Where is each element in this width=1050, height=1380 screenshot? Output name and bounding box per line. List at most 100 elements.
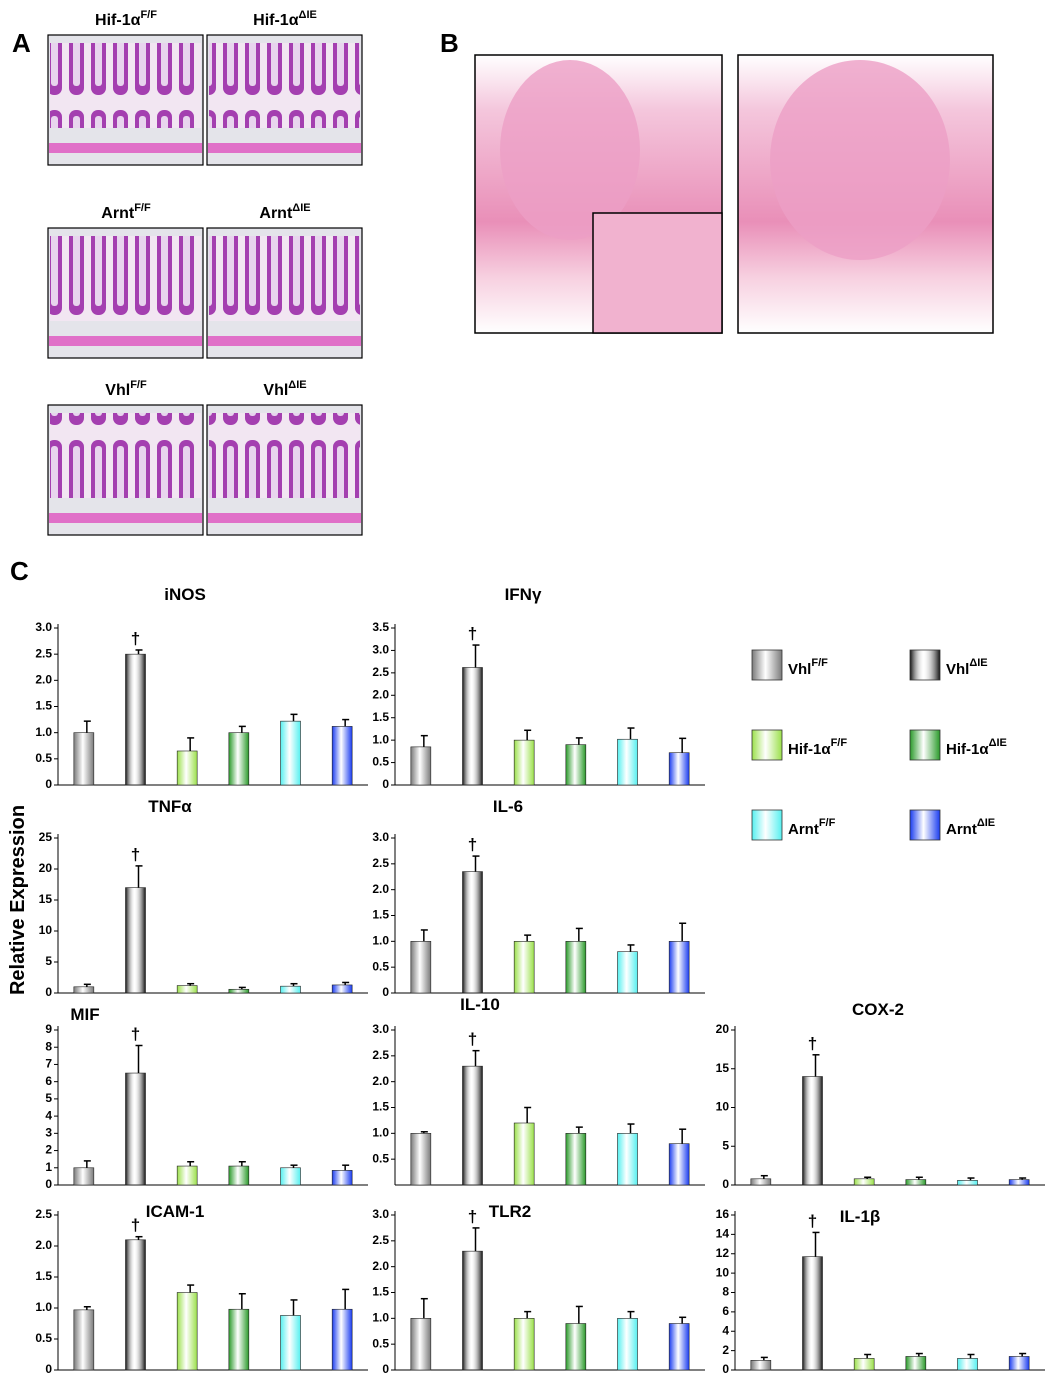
legend-label: VhlF/F (788, 657, 828, 678)
y-tick-label: 1.5 (372, 710, 389, 724)
bar (73, 1309, 95, 1371)
bar (176, 750, 198, 786)
bar (228, 1308, 250, 1371)
y-tick-label: 1.5 (35, 1269, 52, 1283)
chart-title: TNFα (148, 797, 192, 816)
y-tick-label: 9 (45, 1022, 52, 1036)
histology-title-sup: ΔIE (292, 202, 310, 214)
bar (617, 951, 638, 994)
bar (565, 1133, 587, 1186)
y-tick-label: 0 (722, 1177, 729, 1191)
legend-swatch (909, 729, 941, 761)
y-tick-label: 6 (722, 1304, 729, 1318)
bar (668, 1143, 690, 1186)
chart-title: IL-1β (840, 1207, 881, 1226)
y-tick-label: 4 (45, 1108, 52, 1122)
histology-title-sup: ΔIE (288, 379, 306, 391)
legend-label-sup: ΔIE (977, 817, 995, 829)
bar (176, 985, 198, 994)
panel-label: A (12, 28, 31, 58)
y-tick-label: 10 (716, 1100, 730, 1114)
bar (617, 1318, 638, 1371)
bar (331, 1170, 353, 1186)
bar (513, 1122, 535, 1186)
bar (280, 720, 301, 786)
histology-title-sup: ΔIE (299, 9, 317, 21)
annotation: † (808, 1211, 817, 1230)
bar (513, 941, 535, 994)
bar (462, 871, 483, 994)
bar (73, 732, 95, 786)
y-tick-label: 1.0 (35, 725, 52, 739)
annotation: † (808, 1034, 817, 1053)
histology-muscle (49, 143, 202, 153)
y-tick-label: 1.5 (372, 1100, 389, 1114)
y-tick-label: 7 (45, 1057, 52, 1071)
bar (802, 1076, 823, 1186)
histology-title-name: Hif-1α (95, 12, 141, 29)
bar (957, 1180, 978, 1186)
histology-title-sup: F/F (140, 9, 157, 21)
histology-title-name: Vhl (105, 382, 130, 399)
bar (331, 1308, 353, 1371)
y-tick-label: 10 (716, 1265, 730, 1279)
bar (462, 1065, 483, 1186)
y-tick-label: 0.5 (372, 755, 389, 769)
histology-title: ArntF/F (101, 202, 151, 222)
y-tick-label: 0 (722, 1362, 729, 1376)
bar (176, 1165, 198, 1186)
histology-muscle (208, 513, 361, 523)
bar (125, 653, 146, 786)
legend-label: VhlΔIE (946, 657, 988, 678)
y-tick-label: 3.0 (372, 1022, 389, 1036)
y-tick-label: 2.5 (35, 646, 52, 660)
y-tick-label: 0 (382, 777, 389, 791)
annotation: † (468, 1207, 477, 1226)
bar (668, 1323, 690, 1371)
y-tick-label: 2.5 (35, 1207, 52, 1221)
legend-label-name: Hif-1α (946, 741, 989, 758)
legend-label: ArntΔIE (946, 817, 995, 838)
bar (331, 726, 353, 786)
legend-label-name: Vhl (946, 661, 969, 678)
legend-swatch (751, 809, 783, 841)
legend-label: Hif-1αF/F (788, 737, 847, 758)
bar (853, 1358, 875, 1371)
bar (513, 1318, 535, 1371)
bar (228, 988, 250, 994)
bar (565, 1323, 587, 1371)
y-tick-label: 0.5 (372, 1151, 389, 1165)
panel-label: C (10, 556, 29, 586)
y-tick-label: 2.0 (35, 673, 52, 687)
bar (1008, 1356, 1030, 1371)
y-tick-label: 1.0 (35, 1300, 52, 1314)
y-tick-label: 8 (45, 1039, 52, 1053)
y-tick-label: 0 (45, 777, 52, 791)
y-tick-label: 2.5 (372, 665, 389, 679)
y-tick-label: 1.5 (35, 699, 52, 713)
bar (617, 738, 638, 786)
y-tick-label: 2.0 (372, 882, 389, 896)
y-tick-label: 8 (722, 1285, 729, 1299)
bar (228, 732, 250, 786)
bar (513, 739, 535, 786)
y-tick-label: 3.0 (372, 830, 389, 844)
histology-title: VhlF/F (105, 379, 147, 399)
y-tick-label: 2.0 (35, 1238, 52, 1252)
y-tick-label: 1.0 (372, 1311, 389, 1325)
bar (410, 941, 432, 994)
histology-title-name: Arnt (101, 205, 135, 222)
histology-muscle (208, 336, 361, 346)
y-tick-label: 12 (716, 1246, 730, 1260)
histology-panel-a (47, 34, 363, 536)
y-tick-label: 5 (45, 1091, 52, 1105)
y-axis-label: Relative Expression (7, 805, 29, 995)
bar (125, 1072, 146, 1186)
y-tick-label: 2.5 (372, 1233, 389, 1247)
y-tick-label: 0 (45, 1177, 52, 1191)
legend-swatch (909, 649, 941, 681)
annotation: † (131, 629, 140, 648)
histology-crypts (209, 236, 360, 321)
annotation: † (468, 1030, 477, 1049)
bar (957, 1358, 978, 1371)
